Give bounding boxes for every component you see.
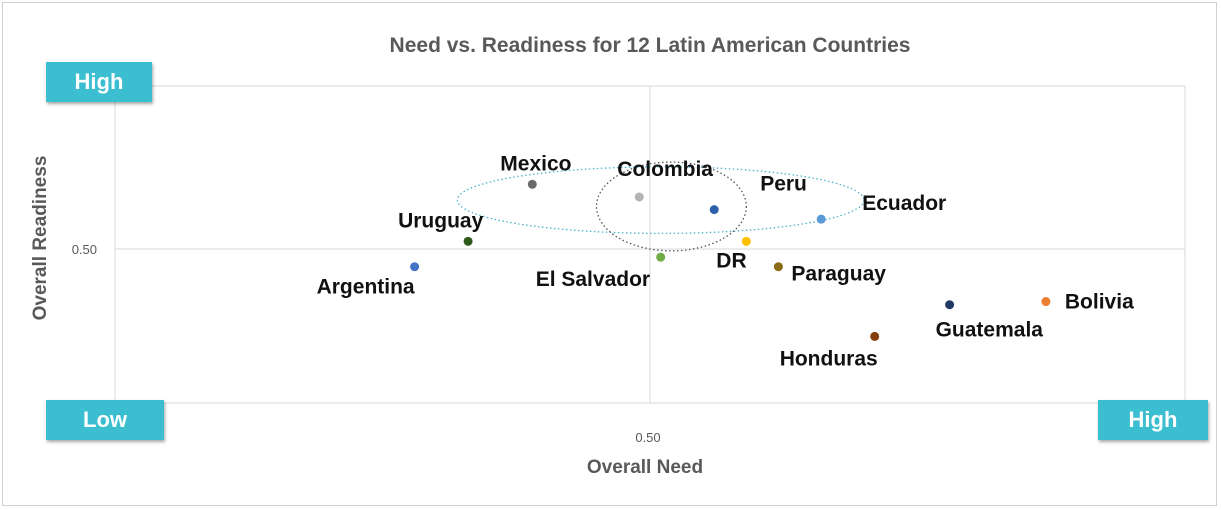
data-point-mexico (527, 179, 537, 189)
data-point-argentina (410, 262, 420, 272)
data-label-argentina: Argentina (317, 276, 415, 299)
y-tick-label: 0.50 (72, 242, 97, 257)
data-label-peru: Peru (760, 173, 807, 196)
data-point-guatemala (945, 300, 955, 310)
data-label-dr: DR (716, 249, 746, 272)
data-point-el-salvador (656, 252, 666, 262)
outer-dotted-ellipse (456, 166, 865, 235)
data-label-uruguay: Uruguay (398, 209, 484, 232)
data-label-guatemala: Guatemala (936, 319, 1044, 342)
data-label-paraguay: Paraguay (791, 263, 886, 286)
data-label-el-salvador: El Salvador (536, 268, 650, 291)
data-point-honduras (870, 331, 880, 341)
annotation-layer (456, 161, 865, 252)
data-label-honduras: Honduras (780, 347, 878, 370)
points-layer: Mexico Colombia Peru Ecuador Uruguay DR El Sal… (317, 152, 1134, 370)
data-point-uruguay (463, 236, 473, 246)
data-point-bolivia (1041, 297, 1051, 307)
x-axis-label: Overall Need (587, 457, 703, 478)
inner-dotted-ellipse (595, 161, 747, 252)
data-point-ecuador (816, 214, 826, 224)
data-label-mexico: Mexico (500, 152, 571, 175)
data-point-paraguay (773, 262, 783, 272)
x-tick-label: 0.50 (635, 430, 660, 445)
x-low-badge: Low (46, 400, 164, 440)
data-label-colombia: Colombia (617, 158, 713, 181)
x-high-badge: High (1098, 400, 1208, 440)
y-axis-label: Overall Readiness (30, 156, 51, 321)
data-label-bolivia: Bolivia (1065, 291, 1134, 314)
y-high-badge: High (46, 62, 152, 102)
data-point-colombia (634, 192, 644, 202)
data-point-dr (741, 236, 751, 246)
data-label-ecuador: Ecuador (862, 192, 946, 215)
data-point-peru (709, 205, 719, 215)
chart-title: Need vs. Readiness for 12 Latin American… (390, 34, 911, 57)
